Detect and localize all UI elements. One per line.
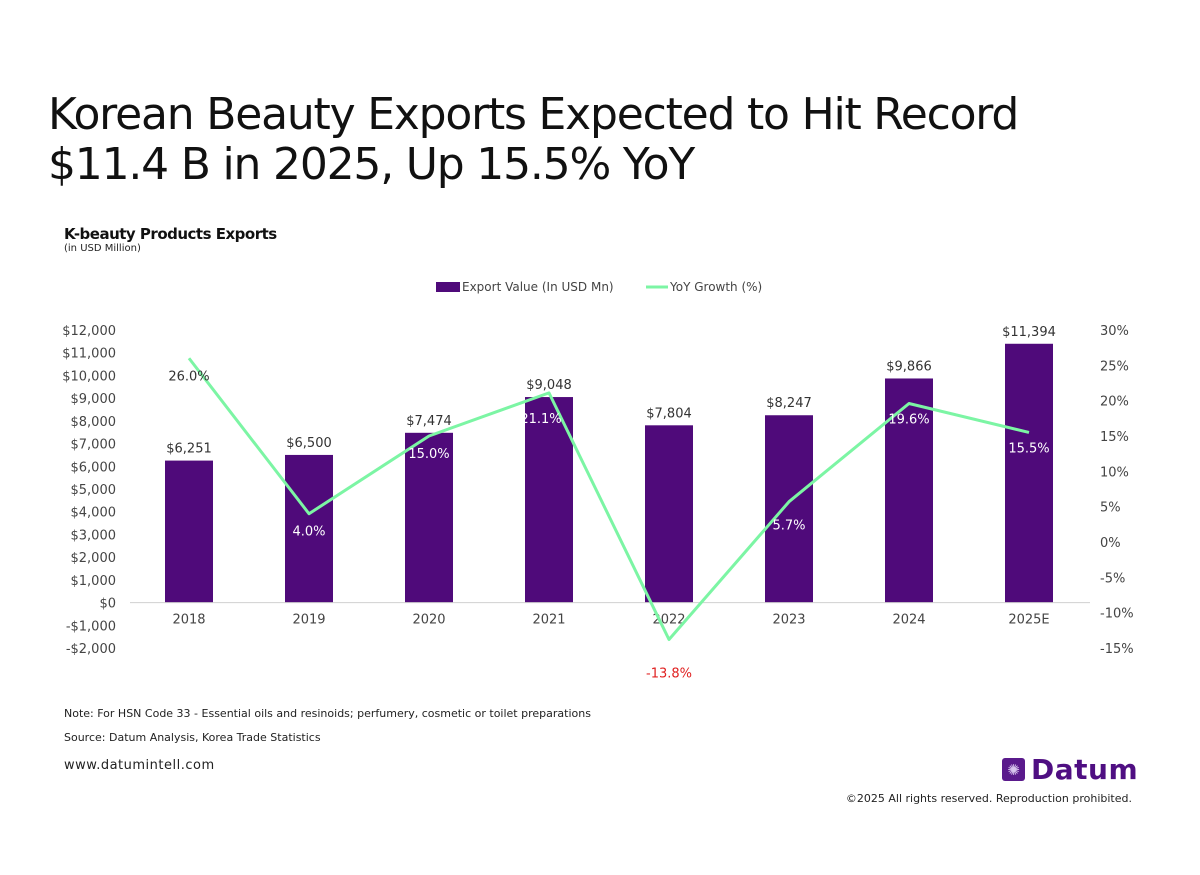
logo-text: Datum: [1031, 753, 1139, 786]
yoy-value-label: 19.6%: [888, 412, 929, 427]
x-axis-tick: 2018: [172, 613, 205, 628]
bar-2021: [525, 397, 573, 603]
x-axis-tick: 2021: [532, 613, 565, 628]
left-axis-tick: $6,000: [71, 460, 117, 475]
x-axis-tick: 2019: [292, 613, 325, 628]
yoy-value-label: 26.0%: [168, 369, 209, 384]
right-axis-tick: 5%: [1100, 501, 1121, 516]
left-axis-tick: $9,000: [71, 392, 117, 407]
left-axis-tick: $7,000: [71, 438, 117, 453]
yoy-value-label: -13.8%: [646, 667, 692, 682]
right-axis-tick: 30%: [1100, 324, 1129, 339]
bar-value-label: $8,247: [766, 396, 812, 411]
x-axis-tick: 2025E: [1008, 613, 1049, 628]
left-axis-tick: -$1,000: [66, 619, 116, 634]
left-axis-tick: $11,000: [62, 347, 116, 362]
left-axis-tick: $5,000: [71, 483, 117, 498]
chart: Export Value (In USD Mn) YoY Growth (%) $1…: [62, 280, 1134, 682]
title-line-1: Korean Beauty Exports Expected to Hit Re…: [48, 89, 1019, 140]
legend-label-bar: Export Value (In USD Mn): [462, 280, 614, 294]
yoy-value-label: 5.7%: [772, 519, 805, 534]
note: Note: For HSN Code 33 - Essential oils a…: [64, 707, 591, 720]
bar-2025E: [1005, 343, 1053, 603]
right-axis-tick: -5%: [1100, 571, 1125, 586]
left-axis-tick: $1,000: [71, 574, 117, 589]
logo-icon: ✺: [1002, 758, 1025, 781]
right-axis-tick: -15%: [1100, 642, 1134, 657]
yoy-value-label: 15.5%: [1008, 441, 1049, 456]
copyright: ©2025 All rights reserved. Reproduction …: [845, 792, 1132, 805]
legend-swatch-bar: [436, 282, 460, 292]
right-axis-tick: 15%: [1100, 430, 1129, 445]
right-axis-tick: -10%: [1100, 607, 1134, 622]
yoy-value-label: 4.0%: [292, 525, 325, 540]
left-axis-tick: $10,000: [62, 369, 116, 384]
x-axis-tick: 2023: [772, 613, 805, 628]
bar-value-label: $7,474: [406, 414, 452, 429]
yoy-growth-line: [187, 357, 1030, 642]
logo: ✺ Datum: [1002, 753, 1138, 786]
bar-2020: [405, 432, 453, 603]
right-axis-tick: 0%: [1100, 536, 1121, 551]
x-axis-tick: 2020: [412, 613, 445, 628]
bar-2018: [165, 460, 213, 603]
bar-2022: [645, 425, 693, 603]
left-axis-tick: $12,000: [62, 324, 116, 339]
bar-value-label: $11,394: [1002, 325, 1056, 340]
bar-value-label: $9,048: [526, 378, 572, 393]
right-axis-tick: 25%: [1100, 359, 1129, 374]
left-axis-tick: $2,000: [71, 551, 117, 566]
left-axis-tick: $0: [99, 597, 116, 612]
bar-value-label: $7,804: [646, 406, 692, 421]
bar-2019: [285, 454, 333, 603]
left-axis-tick: -$2,000: [66, 642, 116, 657]
bar-value-label: $6,251: [166, 442, 212, 457]
x-axis-tick: 2024: [892, 613, 925, 628]
chart-subtitle: (in USD Million): [64, 243, 141, 254]
bar-value-label: $9,866: [886, 359, 932, 374]
left-axis-tick: $3,000: [71, 528, 117, 543]
right-axis-tick: 10%: [1100, 465, 1129, 480]
left-axis-tick: $4,000: [71, 506, 117, 521]
right-axis-tick: 20%: [1100, 395, 1129, 410]
left-axis-tick: $8,000: [71, 415, 117, 430]
source: Source: Datum Analysis, Korea Trade Stat…: [64, 731, 321, 744]
website-link[interactable]: www.datumintell.com: [64, 758, 215, 773]
yoy-value-label: 15.0%: [408, 447, 449, 462]
yoy-value-label: 21.1%: [520, 412, 561, 427]
chart-title: K-beauty Products Exports: [64, 225, 277, 243]
title-line-2: $11.4 B in 2025, Up 15.5% YoY: [48, 139, 695, 190]
page-title: Korean Beauty Exports Expected to Hit Re…: [48, 89, 1019, 190]
bar-value-label: $6,500: [286, 436, 332, 451]
legend-label-line: YoY Growth (%): [669, 280, 762, 294]
bar-2023: [765, 415, 813, 603]
